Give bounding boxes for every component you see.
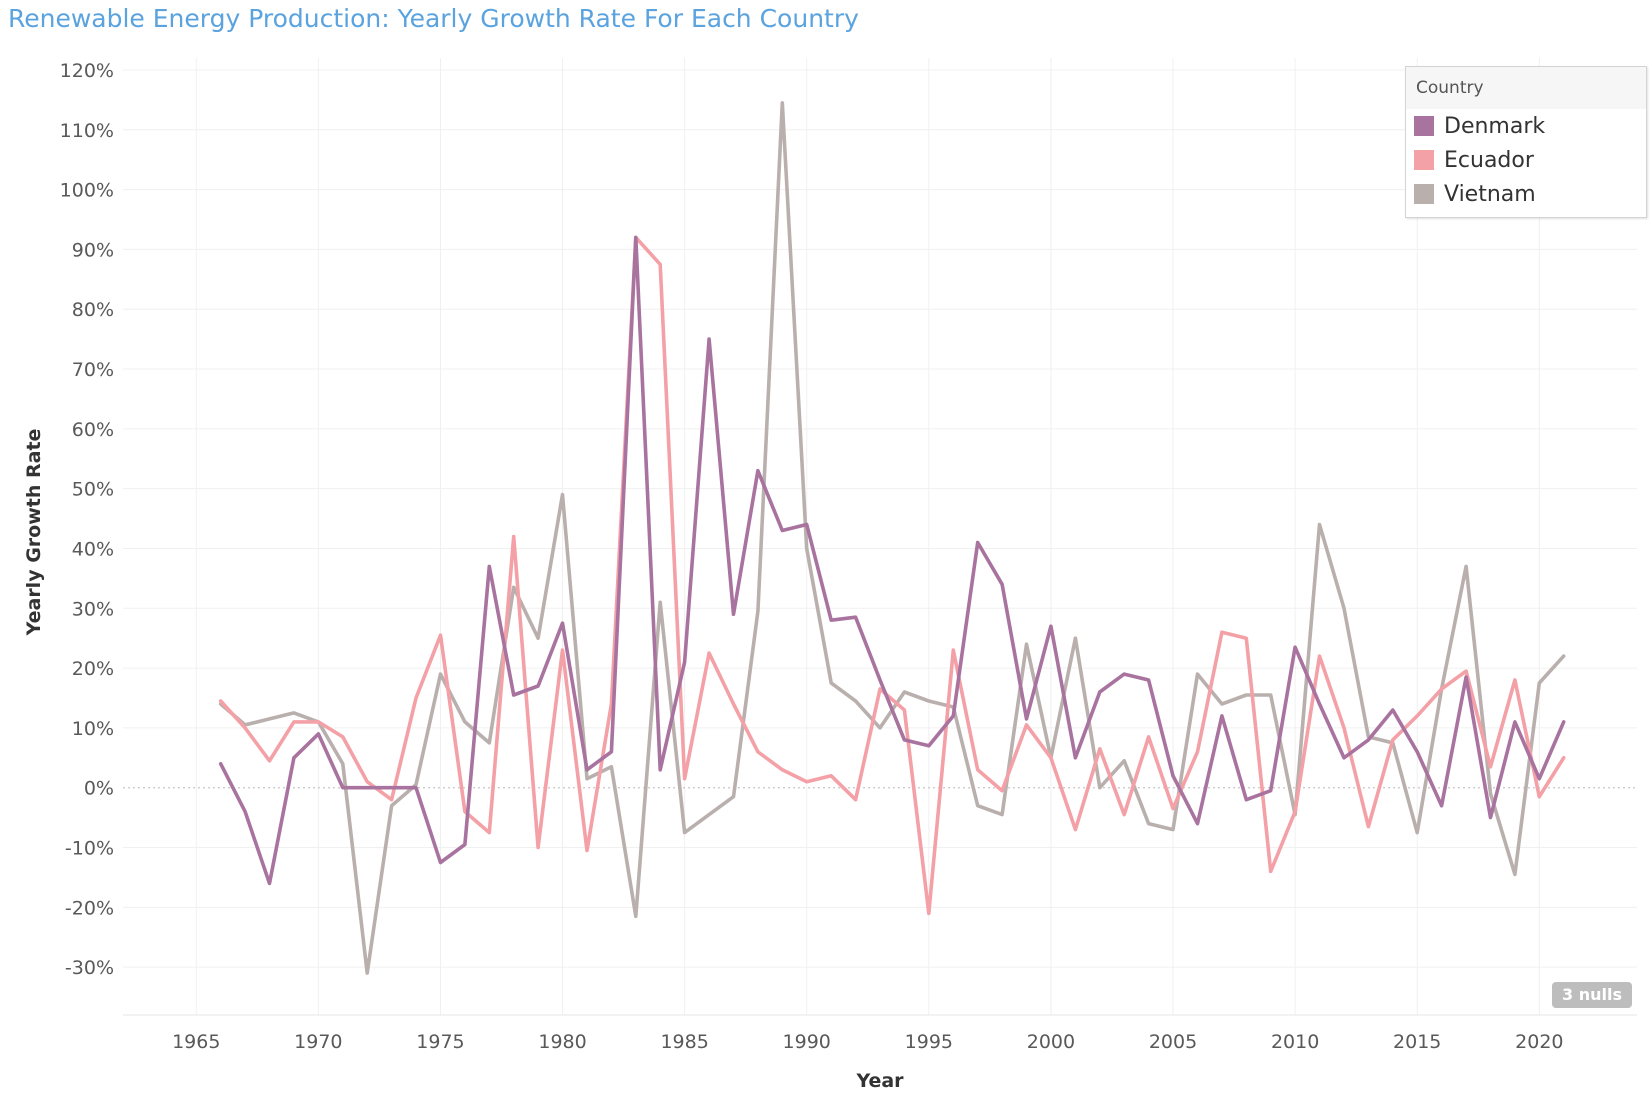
x-tick-label: 1995: [905, 1031, 953, 1053]
y-tick-label: 60%: [72, 419, 114, 441]
y-tick-label: 40%: [72, 538, 114, 560]
x-axis-title: Year: [855, 1070, 904, 1092]
legend-swatch-vietnam: [1414, 184, 1434, 204]
x-tick-label: 2015: [1393, 1031, 1441, 1053]
x-tick-label: 2010: [1271, 1031, 1319, 1053]
legend-item-ecuador[interactable]: Ecuador: [1406, 143, 1646, 177]
y-tick-label: 50%: [72, 479, 114, 501]
grid-layer: [123, 58, 1637, 1016]
y-axis-title: Yearly Growth Rate: [23, 429, 45, 637]
legend-swatch-denmark: [1414, 116, 1434, 136]
y-tick-label: -30%: [65, 957, 114, 979]
legend-label-vietnam: Vietnam: [1444, 181, 1536, 207]
nulls-indicator[interactable]: 3 nulls: [1552, 982, 1632, 1008]
x-tick-label: 2020: [1515, 1031, 1563, 1053]
x-tick-label: 1970: [294, 1031, 342, 1053]
series-line-ecuador[interactable]: [218, 235, 1566, 916]
y-tick-label: 10%: [72, 718, 114, 740]
y-tick-label: 100%: [60, 180, 114, 202]
x-tick-label: 2000: [1027, 1031, 1075, 1053]
x-tick-label: 1980: [538, 1031, 586, 1053]
y-tick-label: 70%: [72, 359, 114, 381]
x-axis-ticks: 1965 1970 1975 1980 1985 1990 1995 2000 2005 2010…: [172, 1031, 1563, 1053]
y-tick-label: 120%: [60, 60, 114, 82]
y-tick-label: 0%: [84, 778, 114, 800]
y-tick-label: 80%: [72, 299, 114, 321]
y-tick-label: 110%: [60, 120, 114, 142]
legend: Country Denmark Ecuador Vietnam: [1405, 66, 1647, 218]
x-tick-label: 1965: [172, 1031, 220, 1053]
chart-title: Renewable Energy Production: Yearly Grow…: [8, 4, 859, 33]
y-tick-label: -20%: [65, 897, 114, 919]
legend-title: Country: [1406, 67, 1646, 109]
legend-item-vietnam[interactable]: Vietnam: [1406, 177, 1646, 211]
x-tick-label: 1990: [783, 1031, 831, 1053]
y-tick-label: 90%: [72, 239, 114, 261]
legend-label-denmark: Denmark: [1444, 113, 1546, 139]
legend-label-ecuador: Ecuador: [1444, 147, 1534, 173]
series-line-vietnam[interactable]: [218, 101, 1566, 975]
x-tick-label: 2005: [1149, 1031, 1197, 1053]
x-tick-label: 1975: [416, 1031, 464, 1053]
legend-item-denmark[interactable]: Denmark: [1406, 109, 1646, 143]
y-axis-ticks: -30% -20% -10% 0% 10% 20% 30% 40% 50% 60% 70% 80% 90…: [60, 60, 114, 979]
y-tick-label: 30%: [72, 598, 114, 620]
x-tick-label: 1985: [660, 1031, 708, 1053]
y-tick-label: -10%: [65, 838, 114, 860]
legend-swatch-ecuador: [1414, 150, 1434, 170]
y-tick-label: 20%: [72, 658, 114, 680]
series-line-denmark[interactable]: [218, 235, 1566, 886]
series-layer: [218, 101, 1566, 975]
